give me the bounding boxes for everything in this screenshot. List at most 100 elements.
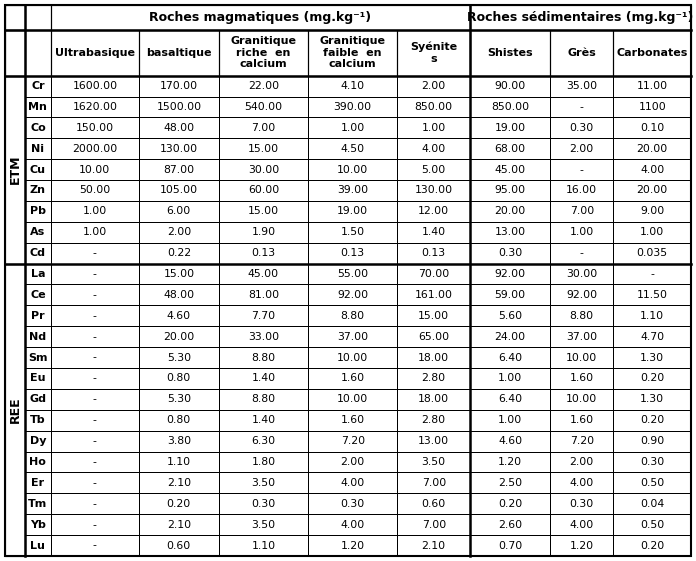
Bar	[308, 347, 397, 368]
Text: 7.20: 7.20	[340, 436, 365, 446]
Bar	[613, 159, 691, 180]
Text: 0.10: 0.10	[640, 123, 665, 133]
Bar	[550, 493, 613, 514]
Text: REE: REE	[8, 397, 22, 423]
Text: 1.40: 1.40	[251, 374, 276, 384]
Text: 0.13: 0.13	[422, 248, 446, 258]
Text: -: -	[93, 311, 97, 321]
Bar	[219, 368, 308, 389]
Text: 130.00: 130.00	[160, 144, 198, 154]
Text: La: La	[31, 269, 45, 279]
Text: 10.00: 10.00	[337, 164, 368, 174]
Text: 0.20: 0.20	[640, 374, 665, 384]
Text: 850.00: 850.00	[415, 102, 453, 112]
Bar	[470, 222, 550, 243]
Bar	[25, 222, 51, 243]
Bar	[51, 327, 139, 347]
Bar	[139, 222, 219, 243]
Bar	[613, 284, 691, 305]
Bar	[613, 410, 691, 431]
Text: 161.00: 161.00	[415, 290, 453, 300]
Text: 2.10: 2.10	[167, 478, 191, 488]
Text: -: -	[93, 374, 97, 384]
Bar	[470, 96, 550, 117]
Text: 2.80: 2.80	[422, 374, 446, 384]
Text: 4.00: 4.00	[340, 519, 365, 530]
Text: 11.50: 11.50	[637, 290, 667, 300]
Bar	[308, 243, 397, 264]
Bar	[470, 159, 550, 180]
Bar	[139, 138, 219, 159]
Bar	[25, 368, 51, 389]
Bar	[25, 201, 51, 222]
Bar	[470, 180, 550, 201]
Bar	[613, 452, 691, 472]
Bar	[219, 431, 308, 452]
Text: 1.60: 1.60	[340, 415, 365, 425]
Text: 12.00: 12.00	[418, 206, 450, 217]
Text: 4.00: 4.00	[340, 478, 365, 488]
Bar	[397, 30, 470, 76]
Text: 0.20: 0.20	[640, 541, 665, 550]
Bar	[397, 284, 470, 305]
Bar	[613, 535, 691, 556]
Text: Cu: Cu	[30, 164, 46, 174]
Bar	[25, 305, 51, 327]
Bar	[470, 493, 550, 514]
Text: 390.00: 390.00	[333, 102, 372, 112]
Bar	[550, 472, 613, 493]
Text: Syénite
s: Syénite s	[410, 42, 457, 64]
Text: 1.10: 1.10	[640, 311, 664, 321]
Text: 37.00: 37.00	[566, 332, 597, 342]
Text: Cr: Cr	[31, 81, 45, 91]
Bar	[470, 327, 550, 347]
Text: 22.00: 22.00	[248, 81, 279, 91]
Text: Zn: Zn	[30, 186, 46, 195]
Bar	[397, 243, 470, 264]
Text: 0.04: 0.04	[640, 499, 665, 509]
Bar	[5, 264, 25, 556]
Text: 35.00: 35.00	[566, 81, 597, 91]
Text: Mn: Mn	[29, 102, 47, 112]
Text: Ni: Ni	[31, 144, 45, 154]
Bar	[139, 472, 219, 493]
Text: 7.70: 7.70	[251, 311, 276, 321]
Text: -: -	[93, 541, 97, 550]
Bar	[550, 138, 613, 159]
Text: Nd: Nd	[29, 332, 47, 342]
Text: 2.00: 2.00	[167, 227, 191, 237]
Bar	[470, 368, 550, 389]
Text: 90.00: 90.00	[494, 81, 525, 91]
Bar	[308, 96, 397, 117]
Bar	[470, 347, 550, 368]
Bar	[550, 222, 613, 243]
Bar	[139, 410, 219, 431]
Bar	[25, 410, 51, 431]
Bar	[550, 96, 613, 117]
Bar	[139, 347, 219, 368]
Bar	[308, 305, 397, 327]
Bar	[25, 243, 51, 264]
Bar	[613, 180, 691, 201]
Text: 3.50: 3.50	[251, 519, 276, 530]
Text: 0.22: 0.22	[167, 248, 191, 258]
Bar	[139, 305, 219, 327]
Bar	[550, 327, 613, 347]
Text: 4.50: 4.50	[340, 144, 365, 154]
Text: 1620.00: 1620.00	[72, 102, 118, 112]
Text: 92.00: 92.00	[495, 269, 525, 279]
Text: Tb: Tb	[30, 415, 46, 425]
Text: 20.00: 20.00	[494, 206, 525, 217]
Bar	[25, 327, 51, 347]
Text: 1.00: 1.00	[640, 227, 665, 237]
Bar	[470, 201, 550, 222]
Bar	[613, 327, 691, 347]
Bar	[51, 243, 139, 264]
Text: 15.00: 15.00	[164, 269, 194, 279]
Text: 92.00: 92.00	[566, 290, 597, 300]
Text: Granitique
faible  en
calcium: Granitique faible en calcium	[319, 36, 386, 70]
Bar	[5, 76, 25, 264]
Bar	[470, 389, 550, 410]
Bar	[550, 76, 613, 96]
Text: 0.20: 0.20	[498, 499, 522, 509]
